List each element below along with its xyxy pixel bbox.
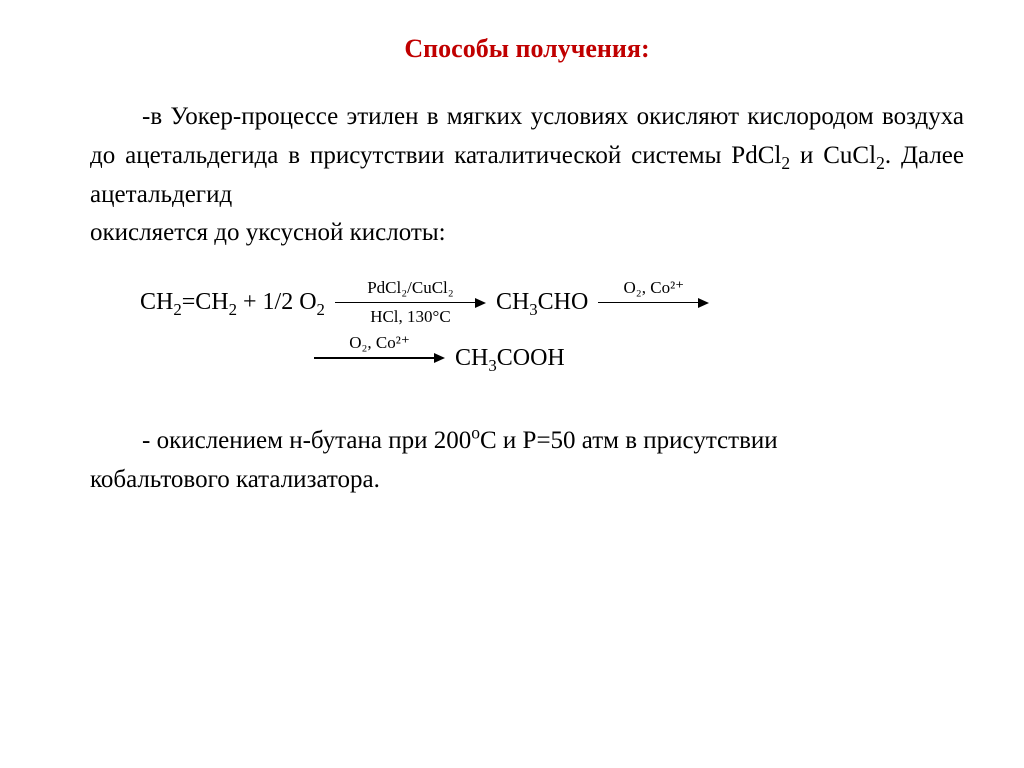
paragraph-2: - окислением н-бутана при 200оС и Р=50 а…: [90, 422, 964, 500]
arrow-1-bottom-label: HCl, 130°C: [370, 308, 450, 327]
para1-last-line: окисляется до уксусной кислоты:: [90, 214, 964, 253]
ch3-sub: 3: [529, 300, 537, 319]
para2-text-b: и Р=50 атм в присутствии: [497, 427, 778, 454]
arrow-2-top-label: O₂, Co²⁺: [624, 279, 685, 298]
arrow-3: O₂, Co²⁺: [314, 334, 445, 381]
pdcl2-subscript: 2: [781, 153, 790, 173]
reactant-ethylene: CH2=CH2 + 1/2 O2: [140, 289, 325, 316]
degree-sup: о: [471, 422, 480, 442]
arrow-1-head-icon: [475, 298, 486, 308]
degree-c: С: [480, 427, 497, 454]
arrow-3-head-icon: [434, 353, 445, 363]
arrow-3-top-label: O₂, Co²⁺: [349, 334, 410, 353]
para2-text-a: - окислением н-бутана при 200: [142, 427, 471, 454]
ch3-sub2: 3: [488, 355, 496, 374]
plus-half-o2: + 1/2 O: [237, 289, 317, 315]
page: Способы получения: -в Уокер-процессе эти…: [0, 0, 1024, 768]
section-title: Способы получения:: [90, 34, 964, 64]
double-bond-ch2: =CH: [182, 289, 229, 315]
arrow-1: PdCl₂/CuCl₂ HCl, 130°C: [335, 279, 486, 326]
ch2-r-sub: 2: [229, 300, 237, 319]
cooh: COOH: [497, 345, 565, 371]
arrow-2: O₂, Co²⁺: [598, 279, 709, 326]
arrow-2-head-icon: [698, 298, 709, 308]
cucl2-subscript: 2: [876, 153, 885, 173]
arrow-1-top-label: PdCl₂/CuCl₂: [367, 279, 454, 298]
ch2-l: CH: [140, 289, 173, 315]
product-acetic-acid: CH3COOH: [455, 345, 565, 372]
ch2-l-sub: 2: [173, 300, 181, 319]
cho: CHO: [538, 289, 589, 315]
o2-sub: 2: [317, 300, 325, 319]
reaction-scheme: CH2=CH2 + 1/2 O2 PdCl₂/CuCl₂ HCl, 130°C …: [140, 279, 964, 382]
para1-text-b: и CuCl: [790, 142, 876, 169]
scheme-row-1: CH2=CH2 + 1/2 O2 PdCl₂/CuCl₂ HCl, 130°C …: [140, 279, 964, 326]
arrow-2-bot-spacer: [652, 308, 656, 327]
arrow-3-stem: [314, 357, 434, 358]
product-acetaldehyde: CH3CHO: [496, 289, 588, 316]
paragraph-1: -в Уокер-процессе этилен в мягких услови…: [90, 98, 964, 253]
scheme-row-2: O₂, Co²⁺ CH3COOH: [310, 334, 964, 381]
ch3-l: CH: [496, 289, 529, 315]
para2-line2: кобальтового катализатора.: [90, 461, 964, 500]
ch3-l2: CH: [455, 345, 488, 371]
arrow-3-bot-spacer: [377, 363, 381, 382]
arrow-2-stem: [598, 302, 698, 303]
arrow-1-stem: [335, 302, 475, 303]
